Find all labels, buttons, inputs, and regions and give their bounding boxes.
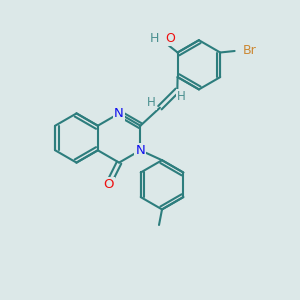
Text: Br: Br — [243, 44, 257, 58]
Text: H: H — [147, 96, 156, 109]
Text: H: H — [176, 90, 185, 104]
Text: O: O — [165, 32, 175, 45]
Text: N: N — [136, 144, 145, 157]
Text: H: H — [150, 32, 160, 45]
Text: O: O — [103, 178, 114, 191]
Text: N: N — [114, 107, 124, 120]
